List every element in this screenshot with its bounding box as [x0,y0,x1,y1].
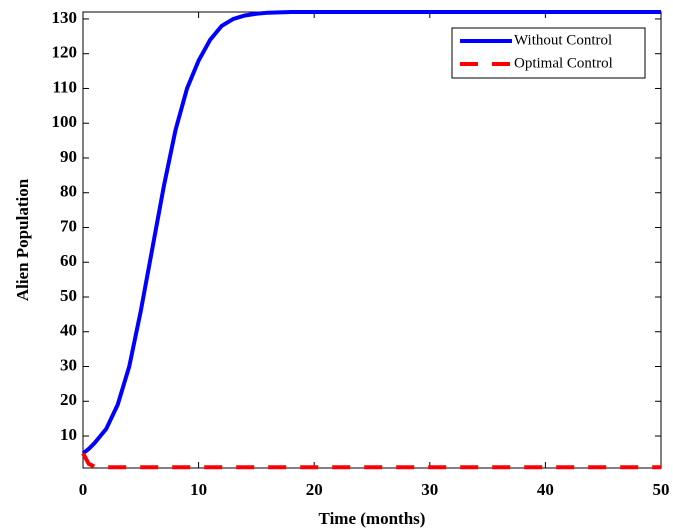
y-tick-label: 50 [60,286,77,305]
y-tick-label: 40 [60,321,77,340]
legend-box [451,27,646,79]
plot-frame [82,11,662,469]
y-axis-label: Alien Population [13,178,32,301]
y-tick-label: 20 [60,390,77,409]
y-tick-label: 130 [52,8,78,27]
legend-label: Without Control [514,32,612,48]
x-tick-label: 50 [653,480,670,499]
y-tick-label: 80 [60,182,77,201]
x-tick-label: 10 [190,480,207,499]
series-line [81,452,661,470]
x-axis-label: Time (months) [319,509,426,528]
y-tick-label: 90 [60,147,77,166]
x-tick-label: 20 [306,480,323,499]
y-tick-label: 100 [52,112,78,131]
x-tick-label: 30 [421,480,438,499]
y-tick-label: 120 [52,43,78,62]
x-tick-label: 0 [79,480,88,499]
y-tick-label: 30 [60,355,77,374]
legend-label: Optimal Control [514,55,613,71]
y-tick-label: 110 [52,77,77,96]
y-tick-label: 70 [60,216,77,235]
y-tick-label: 10 [60,425,77,444]
series-line [81,10,661,455]
y-tick-label: 60 [60,251,77,270]
x-tick-label: 40 [537,480,554,499]
